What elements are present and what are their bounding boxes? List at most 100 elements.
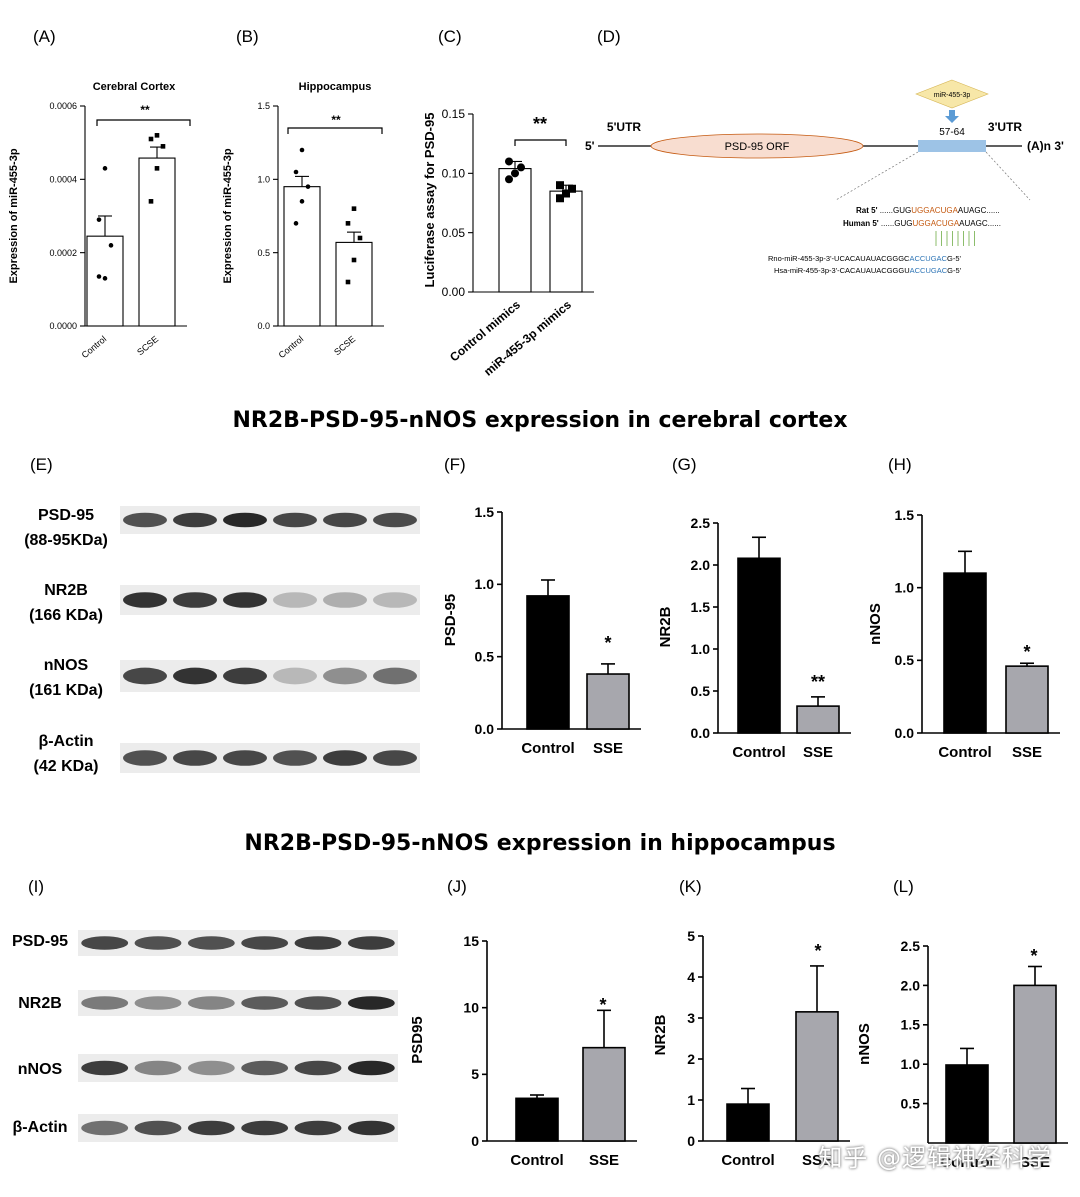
blot-band (223, 592, 267, 608)
significance-mark: * (599, 995, 606, 1015)
data-point (517, 163, 525, 172)
blot-band (347, 936, 395, 950)
blot-row-label: (166 KDa) (29, 607, 103, 624)
end3-label: (A)n 3' (1027, 139, 1064, 153)
significance-mark: ** (811, 672, 825, 692)
y-tick-label: 3 (687, 1010, 695, 1026)
significance-mark: ** (331, 113, 341, 127)
chart-c: (C) 0.00 0.05 0.10 0.15 Luciferase assay for … (422, 27, 594, 379)
data-point (293, 221, 299, 226)
blot-row-label: (161 KDa) (29, 682, 103, 699)
blot-row-label: PSD-95 (38, 507, 94, 524)
bar (586, 673, 630, 730)
bar (1013, 984, 1057, 1144)
significance-mark: * (1030, 946, 1037, 966)
blot-band (373, 667, 417, 685)
y-tick-label: 15 (463, 933, 479, 949)
significance-bracket (96, 119, 191, 126)
significance-mark: ** (533, 114, 547, 134)
blot-band (123, 750, 167, 766)
bar (1005, 665, 1049, 734)
blot-band (134, 1120, 182, 1136)
rno-mir-sequence: Rno-miR-455-3p-3'-UCACAUAUACGGGCACCUGACG… (768, 254, 961, 263)
data-point (108, 243, 114, 248)
blot-membrane (120, 660, 420, 692)
panel-label: (I) (28, 877, 44, 896)
blot-membrane (78, 990, 398, 1016)
data-point (505, 175, 513, 184)
blot-band (273, 750, 317, 766)
x-tick-label: Control (721, 1152, 774, 1169)
panel-label: (F) (444, 455, 466, 474)
data-point (148, 199, 154, 204)
down-arrow-icon (945, 110, 959, 123)
data-point (345, 221, 351, 226)
y-tick-label: 1.5 (691, 599, 711, 615)
utr3-label: 3'UTR (988, 120, 1023, 134)
site-label: 57-64 (939, 127, 965, 138)
blot-membrane (120, 506, 420, 534)
blot-band (81, 1120, 129, 1136)
y-axis-label: nNOS (867, 603, 884, 645)
y-tick-label: 10 (463, 1000, 479, 1016)
significance-mark: ** (140, 103, 150, 117)
x-tick-label: Control (732, 744, 785, 761)
blot-band (241, 1060, 289, 1076)
blot-row-label: nNOS (44, 657, 89, 674)
y-axis-label: NR2B (652, 1014, 669, 1055)
chart-a: (A) 0.0000 0.0002 0.0004 0.0006 Cerebral Cort… (8, 27, 191, 360)
x-tick-label: Control (277, 334, 306, 360)
data-point (351, 206, 357, 211)
chart-f: (F) 0.0 0.5 1.0 1.5 PSD-95 Control SSE * (442, 455, 641, 757)
blot-band (373, 512, 417, 528)
y-tick-label: 0.00 (442, 285, 466, 299)
blot-band (173, 750, 217, 766)
panel-label: (H) (888, 455, 912, 474)
x-tick-label: Control (940, 1154, 993, 1171)
panel-label: (K) (679, 877, 702, 896)
blot-band (81, 1060, 129, 1076)
blot-row-label: PSD-95 (12, 933, 68, 950)
y-tick-label: 1.5 (257, 101, 270, 111)
y-tick-label: 2.5 (691, 515, 711, 531)
y-axis-label: PSD95 (409, 1016, 426, 1064)
data-point (511, 169, 519, 178)
y-tick-label: 0.0 (475, 721, 495, 737)
significance-bracket (514, 139, 567, 146)
bar (796, 705, 840, 734)
panel-label: (B) (236, 27, 259, 46)
blot-band (241, 1120, 289, 1136)
data-point (357, 235, 363, 241)
blot-band (273, 592, 317, 608)
x-tick-label: SSE (589, 1152, 619, 1169)
blot-band (134, 996, 182, 1010)
blot-band (81, 936, 129, 950)
bar (526, 595, 570, 730)
blot-membrane (120, 585, 420, 615)
chart-g: (G) 0.0 0.5 1.0 1.5 2.0 2.5 NR2B Control SSE ** (657, 455, 851, 761)
blot-band (187, 1120, 235, 1136)
section-title-cortex: NR2B-PSD-95-nNOS expression in cerebral … (232, 408, 848, 433)
y-tick-label: 1.0 (257, 174, 270, 184)
panel-label: (C) (438, 27, 462, 46)
blot-band (134, 1060, 182, 1076)
y-tick-label: 0.0 (895, 725, 915, 741)
bar (795, 1011, 839, 1142)
blot-band (323, 750, 367, 766)
y-tick-label: 0.5 (257, 248, 270, 258)
data-point (148, 136, 154, 142)
blot-band (323, 512, 367, 528)
chart-l: (L) 0.5 1.0 1.5 2.0 2.5 nNOS Control SSE * (856, 877, 1068, 1171)
bar (945, 1064, 989, 1144)
y-axis-label: Expression of miR-455-3p (222, 148, 234, 283)
y-tick-label: 0.15 (442, 107, 466, 121)
section-title-hippocampus: NR2B-PSD-95-nNOS expression in hippocamp… (244, 831, 836, 856)
zoom-line-left (835, 151, 919, 201)
significance-mark: * (814, 941, 821, 961)
bar (86, 235, 124, 327)
bar (726, 1103, 770, 1142)
blot-band (223, 750, 267, 766)
significance-bracket (287, 127, 383, 134)
utr5-label: 5'UTR (607, 120, 642, 134)
